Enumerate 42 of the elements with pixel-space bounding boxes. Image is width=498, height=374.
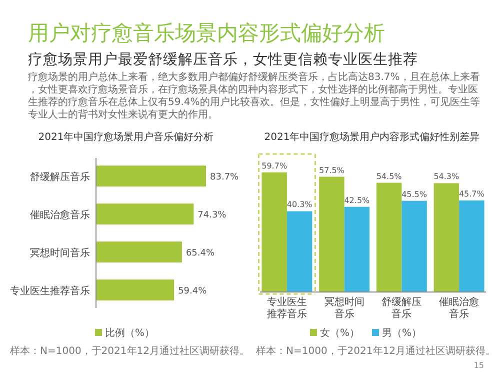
- y-tick-label: 冥想时间音乐: [30, 246, 90, 259]
- y-tick-label: 专业医生推荐音乐: [10, 284, 90, 297]
- bar: [344, 206, 370, 292]
- data-label: 40.3%: [286, 200, 313, 210]
- bar: [319, 176, 344, 292]
- bar: [402, 200, 427, 292]
- legend-label: 比例（%）: [105, 327, 155, 339]
- chart-title: 2021年中国疗愈场景用户音乐偏好分析: [38, 131, 214, 143]
- x-tick-label: 冥想时间音乐: [324, 296, 364, 320]
- text: 15: [474, 361, 484, 370]
- data-label: 54.3%: [434, 172, 460, 182]
- data-label: 42.5%: [344, 196, 370, 205]
- bar: [96, 204, 194, 224]
- data-label: 74.3%: [198, 210, 227, 221]
- text: 样本：N=1000，于2021年12月通过社区调研获得。: [10, 345, 250, 357]
- y-tick-label: 舒缓解压音乐: [30, 171, 90, 184]
- data-label: 45.7%: [458, 189, 485, 198]
- data-label: 59.7%: [262, 161, 288, 170]
- bar: [376, 182, 402, 292]
- data-label: 59.4%: [178, 286, 208, 296]
- data-label: 54.5%: [376, 172, 402, 181]
- text: 疗愈场景用户最爱舒缓解压音乐，女性更信赖专业医生推荐: [28, 51, 418, 68]
- legend-label: 男（%）: [382, 328, 422, 339]
- x-tick-label: 舒缓解压音乐: [382, 296, 422, 320]
- data-label: 65.4%: [186, 248, 215, 258]
- data-label: 83.7%: [210, 172, 240, 183]
- bar: [459, 200, 484, 292]
- legend-label: 女（%）: [320, 327, 360, 339]
- x-tick-label: 专业医生推荐音乐: [266, 296, 307, 320]
- text: 样本：N=1000，于2021年12月通过社区调研获得。: [256, 345, 496, 357]
- bar: [96, 166, 206, 186]
- text: 用户对疗愈音乐场景内容形式偏好分析: [28, 21, 385, 45]
- chart-title: 2021年中国疗愈场景用户内容形式偏好性别差异: [264, 131, 480, 143]
- text: 疗愈场景的用户总体上来看，绝大多数用户都偏好舒缓解压类音乐，占比高达83.7%，且在总体上来看，女性更喜欢疗愈场景音乐，在疗愈场景具体的四种内容形式下，女性选择的比例都高于男性。专业医生推荐的疗愈音乐在总体上仅有59.4%的用户比较喜欢。但是，女性偏好上明显高于男性，可见医生等专业人士的背书对女性来说有更大的作用。: [28, 71, 480, 120]
- bar: [434, 183, 460, 292]
- data-label: 45.5%: [402, 190, 428, 199]
- bar: [286, 211, 312, 292]
- y-tick-label: 催眠治愈音乐: [30, 209, 90, 222]
- bar: [96, 280, 174, 300]
- data-label: 57.5%: [318, 166, 345, 175]
- bar: [96, 242, 182, 262]
- x-tick-label: 催眠治愈音乐: [439, 296, 480, 320]
